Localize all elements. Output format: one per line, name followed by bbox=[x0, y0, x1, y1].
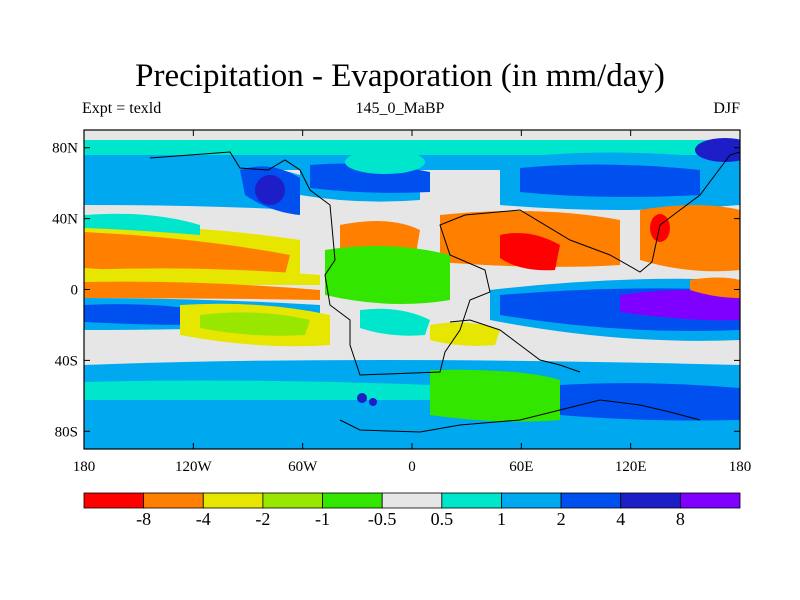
lat-tick-label: 40N bbox=[52, 212, 78, 228]
lon-tick-label: 0 bbox=[408, 459, 416, 475]
field-south-atlantic-cyan bbox=[360, 308, 430, 336]
field-trop-yellow bbox=[84, 268, 320, 285]
colorbar-swatch bbox=[679, 492, 741, 509]
lon-tick-label: 180 bbox=[73, 459, 96, 475]
field-tethys-red bbox=[500, 232, 560, 271]
map-axes: 180 120W 60W 0 60E 120E 180 80N 40N 0 40S 80S bbox=[52, 130, 751, 475]
colorbar-label: 8 bbox=[675, 509, 685, 529]
coastlines bbox=[149, 151, 741, 433]
field-south-storm-cyan bbox=[84, 380, 430, 400]
lon-tick-label: 60E bbox=[509, 459, 533, 475]
field-darkblue-spot-2 bbox=[369, 398, 377, 406]
northern-coastline bbox=[149, 151, 741, 376]
field-gondwana-south-green bbox=[430, 369, 560, 422]
colorbar-swatch bbox=[560, 492, 622, 509]
colorbar-label: -0.5 bbox=[367, 509, 397, 529]
field-cyan-patch bbox=[345, 150, 425, 174]
colorbar-label: 4 bbox=[616, 509, 626, 529]
lon-tick-label: 180 bbox=[729, 459, 752, 475]
map-title: Precipitation - Evaporation (in mm/day) bbox=[135, 58, 665, 94]
colorbar-label: 0.5 bbox=[430, 509, 454, 529]
lon-tick-label: 120E bbox=[615, 459, 647, 475]
field-east-equator-orange bbox=[690, 277, 740, 298]
lat-tick-label: 80S bbox=[55, 424, 78, 440]
lat-tick-label: 40S bbox=[55, 353, 78, 369]
colorbar-label: -8 bbox=[136, 509, 152, 529]
colorbar-swatch bbox=[322, 492, 383, 509]
lon-tick-label: 120W bbox=[175, 459, 213, 475]
colorbar-swatch bbox=[202, 492, 264, 509]
field-north-pacific-cyan bbox=[84, 213, 200, 235]
field-eurasia-north-dark bbox=[520, 164, 700, 197]
colorbar-label: -1 bbox=[315, 509, 331, 529]
colorbar-swatch bbox=[441, 492, 502, 509]
colorbar-swatch bbox=[620, 492, 681, 509]
colorbar-swatch bbox=[83, 492, 145, 509]
colorbar-swatch bbox=[143, 492, 204, 509]
lat-tick-label: 80N bbox=[52, 141, 78, 157]
field-east-equator-purple bbox=[620, 290, 740, 321]
colorbar-swatch bbox=[501, 492, 562, 509]
field-gondwana-green bbox=[325, 246, 450, 304]
colorbar-swatch bbox=[262, 492, 323, 509]
period-label: 145_0_MaBP bbox=[355, 100, 445, 117]
lat-tick-label: 0 bbox=[71, 283, 79, 299]
field-west-equator-darkblue bbox=[84, 304, 200, 325]
colorbar-swatch bbox=[381, 492, 443, 509]
colorbar bbox=[83, 492, 741, 509]
colorbar-label: 1 bbox=[496, 509, 506, 529]
field-equator-orange bbox=[84, 281, 320, 300]
gondwana-coastline bbox=[449, 319, 581, 373]
experiment-label: Expt = texld bbox=[82, 100, 162, 117]
field-darkblue-spot bbox=[357, 393, 367, 403]
field-north-pacific-orange bbox=[84, 232, 290, 275]
field-west-pacific-red bbox=[650, 214, 670, 242]
colorbar-label: -2 bbox=[255, 509, 271, 529]
field-south-africa-yellow bbox=[430, 322, 500, 346]
map-field bbox=[84, 130, 740, 449]
season-label: DJF bbox=[713, 100, 740, 117]
field-south-polar-blue bbox=[84, 430, 740, 449]
colorbar-label: 2 bbox=[556, 509, 566, 529]
colorbar-label: -4 bbox=[195, 509, 211, 529]
field-darkblue-patch bbox=[255, 175, 285, 205]
lon-tick-label: 60W bbox=[288, 459, 318, 475]
southern-coastline bbox=[339, 399, 701, 433]
field-south-storm-darkblue bbox=[560, 383, 740, 421]
field-south-pacific-lightgreen bbox=[200, 312, 310, 336]
field-darkblue-patch-ne bbox=[695, 138, 740, 162]
